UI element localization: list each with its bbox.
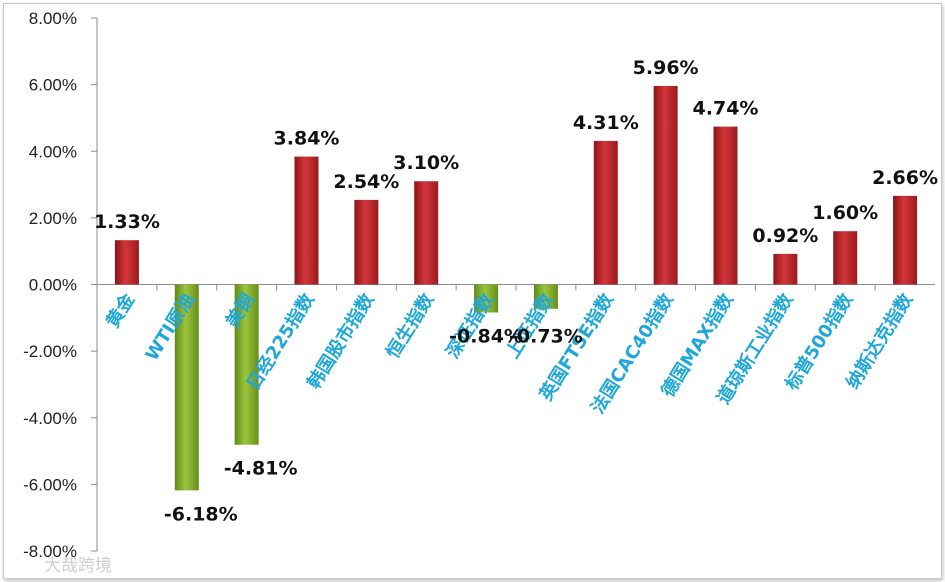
bar	[533, 284, 558, 309]
bar	[474, 284, 499, 313]
bar	[354, 199, 379, 285]
data-label: -4.81%	[224, 458, 298, 480]
data-label: -0.73%	[509, 326, 583, 348]
y-tick-label: -4.00%	[23, 409, 77, 428]
data-label: 2.66%	[872, 167, 938, 189]
data-label: 1.60%	[812, 202, 878, 224]
data-label: 0.92%	[752, 225, 818, 247]
data-label: 3.10%	[393, 152, 459, 174]
data-label: 5.96%	[633, 57, 699, 79]
bar	[653, 85, 678, 285]
bar	[893, 195, 918, 285]
y-tick-label: -2.00%	[23, 342, 77, 361]
y-tick-label: 2.00%	[29, 209, 77, 228]
data-label: 4.31%	[573, 112, 639, 134]
bar	[234, 284, 259, 445]
y-tick-label: 4.00%	[29, 142, 77, 161]
category-label: 恒生指数	[382, 289, 439, 363]
bar	[833, 231, 858, 285]
bar	[294, 156, 319, 285]
data-label: 4.74%	[693, 98, 759, 120]
bar	[773, 253, 798, 285]
data-label: 3.84%	[274, 128, 340, 150]
bar	[114, 240, 139, 285]
bar	[713, 126, 738, 285]
y-tick-label: -6.00%	[23, 475, 77, 494]
category-label: 黄金	[101, 289, 139, 332]
chart-frame	[3, 3, 942, 579]
bar	[593, 140, 618, 285]
data-label: 2.54%	[333, 171, 399, 193]
y-tick-label: -8.00%	[23, 542, 77, 561]
y-tick-label: 0.00%	[29, 276, 77, 295]
y-tick-label: 6.00%	[29, 76, 77, 95]
watermark: 大哉跨境	[44, 556, 112, 576]
data-label: 1.33%	[94, 211, 160, 233]
bar	[414, 181, 439, 285]
data-label: -0.84%	[449, 326, 523, 348]
data-label: -6.18%	[164, 503, 238, 525]
bar	[174, 284, 199, 491]
y-tick-label: 8.00%	[29, 9, 77, 28]
